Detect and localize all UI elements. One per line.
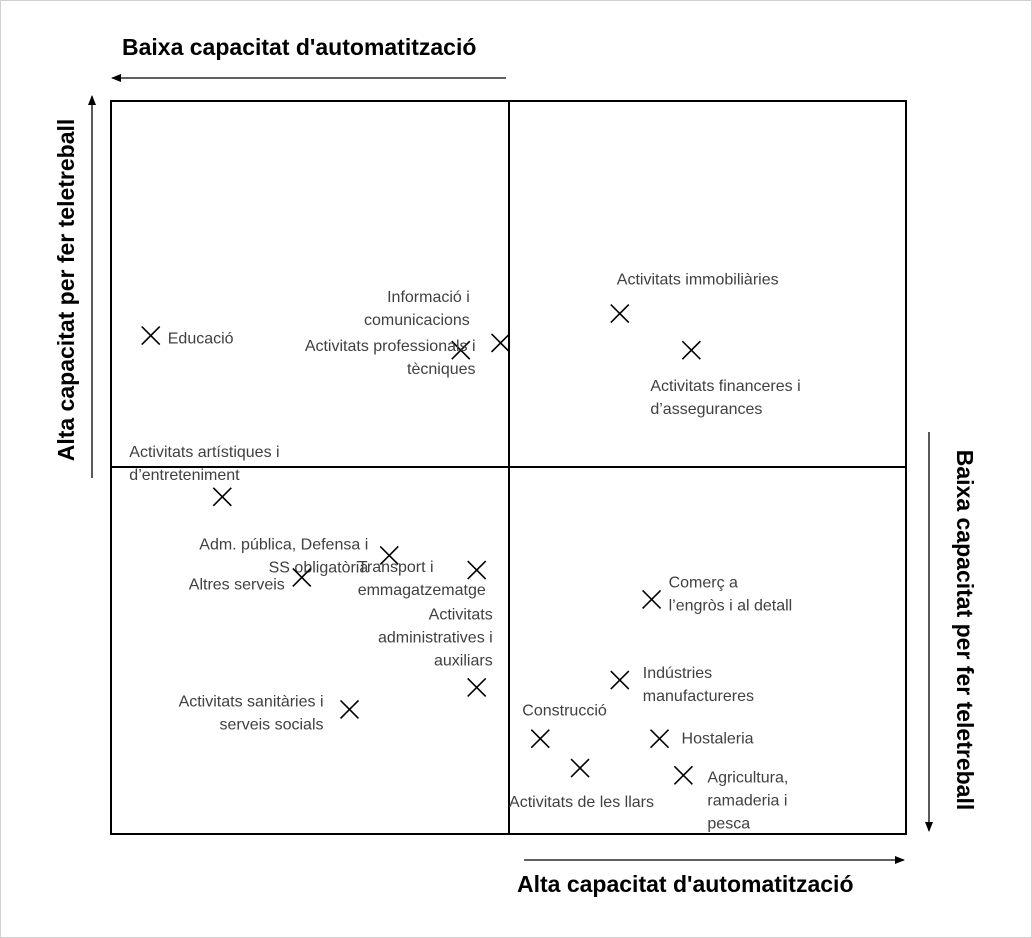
data-point: Activitats sanitàries i serveis socials bbox=[179, 693, 360, 733]
right-axis-title: Baixa capacitat per fer teletreball bbox=[952, 450, 978, 811]
top-axis-title: Baixa capacitat d'automatització bbox=[122, 34, 476, 60]
point-label: Indústries bbox=[643, 665, 712, 682]
data-point: Transport i emmagatzematge bbox=[358, 559, 487, 599]
data-point: Educació bbox=[141, 325, 234, 348]
data-point: Agricultura, ramaderia i pesca bbox=[673, 765, 788, 832]
point-label: tècniques bbox=[407, 361, 476, 378]
point-label: Activitats professionals i bbox=[305, 338, 476, 355]
point-label: Activitats artístiques i bbox=[129, 444, 279, 461]
data-point: Indústries manufactureres bbox=[610, 665, 754, 705]
data-point: Adm. pública, Defensa i SS obligatòria bbox=[199, 536, 399, 576]
point-label: Comerç a bbox=[669, 574, 738, 591]
point-label: d’entreteniment bbox=[129, 467, 240, 484]
data-point: Activitats immobiliàries bbox=[610, 272, 779, 324]
left-axis-title: Alta capacitat per fer teletreball bbox=[53, 119, 79, 462]
point-label: Altres serveis bbox=[189, 576, 285, 593]
point-label: emmagatzematge bbox=[358, 582, 486, 599]
point-marker-x bbox=[141, 325, 161, 346]
point-label: Educació bbox=[168, 331, 234, 348]
bottom-axis-title: Alta capacitat d'automatització bbox=[517, 871, 854, 897]
point-label: Activitats bbox=[429, 606, 493, 623]
point-marker-x bbox=[339, 699, 360, 719]
point-label: administratives i bbox=[378, 629, 493, 646]
data-point: Construcció bbox=[522, 703, 607, 749]
point-marker-x bbox=[570, 758, 590, 778]
point-label: Activitats de les llars bbox=[509, 794, 654, 811]
data-point: Activitats financeres i d’assegurances bbox=[650, 340, 801, 418]
point-marker-x bbox=[451, 340, 471, 360]
point-label: Activitats immobiliàries bbox=[617, 272, 779, 289]
data-point: Comerç a l’engròs i al detall bbox=[642, 574, 793, 614]
point-label: Hostaleria bbox=[682, 731, 754, 748]
point-label: manufactureres bbox=[643, 688, 754, 705]
point-label: Activitats financeres i bbox=[650, 378, 800, 395]
point-label: comunicacions bbox=[364, 312, 470, 329]
data-point: Hostaleria bbox=[649, 729, 754, 749]
point-label: auxiliars bbox=[434, 652, 493, 669]
data-point: Altres serveis bbox=[189, 567, 312, 593]
data-point: Activitats administratives i auxiliars bbox=[378, 606, 493, 697]
point-label: l’engròs i al detall bbox=[669, 597, 793, 614]
point-marker-x bbox=[292, 567, 312, 588]
point-label: Construcció bbox=[522, 703, 607, 720]
data-point: Activitats artístiques i d’entreteniment bbox=[129, 444, 280, 507]
data-point: Activitats professionals i tècniques bbox=[305, 333, 511, 378]
point-marker-x bbox=[681, 340, 701, 360]
point-marker-x bbox=[610, 670, 630, 690]
data-point: Informació i comunicacions bbox=[364, 289, 471, 360]
point-marker-x bbox=[490, 333, 511, 353]
point-marker-x bbox=[642, 589, 662, 610]
point-label: Activitats sanitàries i bbox=[179, 693, 324, 710]
point-marker-x bbox=[610, 304, 630, 324]
point-marker-x bbox=[212, 487, 232, 507]
data-points-layer: Educació Informació i comunicacions Activit… bbox=[129, 272, 800, 833]
point-marker-x bbox=[530, 729, 550, 749]
point-label: ramaderia i bbox=[707, 792, 787, 809]
point-marker-x bbox=[467, 677, 487, 697]
point-marker-x bbox=[673, 765, 693, 785]
point-marker-x bbox=[467, 560, 487, 580]
point-label: pesca bbox=[707, 815, 750, 832]
point-label: SS obligatòria bbox=[269, 559, 369, 576]
point-label: Transport i bbox=[358, 559, 434, 576]
point-label: Adm. pública, Defensa i bbox=[199, 536, 368, 553]
data-point: Activitats de les llars bbox=[509, 758, 654, 811]
point-label: serveis socials bbox=[219, 716, 323, 733]
point-marker-x bbox=[649, 729, 670, 749]
point-marker-x bbox=[379, 545, 399, 566]
point-label: Agricultura, bbox=[707, 769, 788, 786]
point-label: Informació i bbox=[387, 289, 470, 306]
point-label: d’assegurances bbox=[650, 401, 762, 418]
